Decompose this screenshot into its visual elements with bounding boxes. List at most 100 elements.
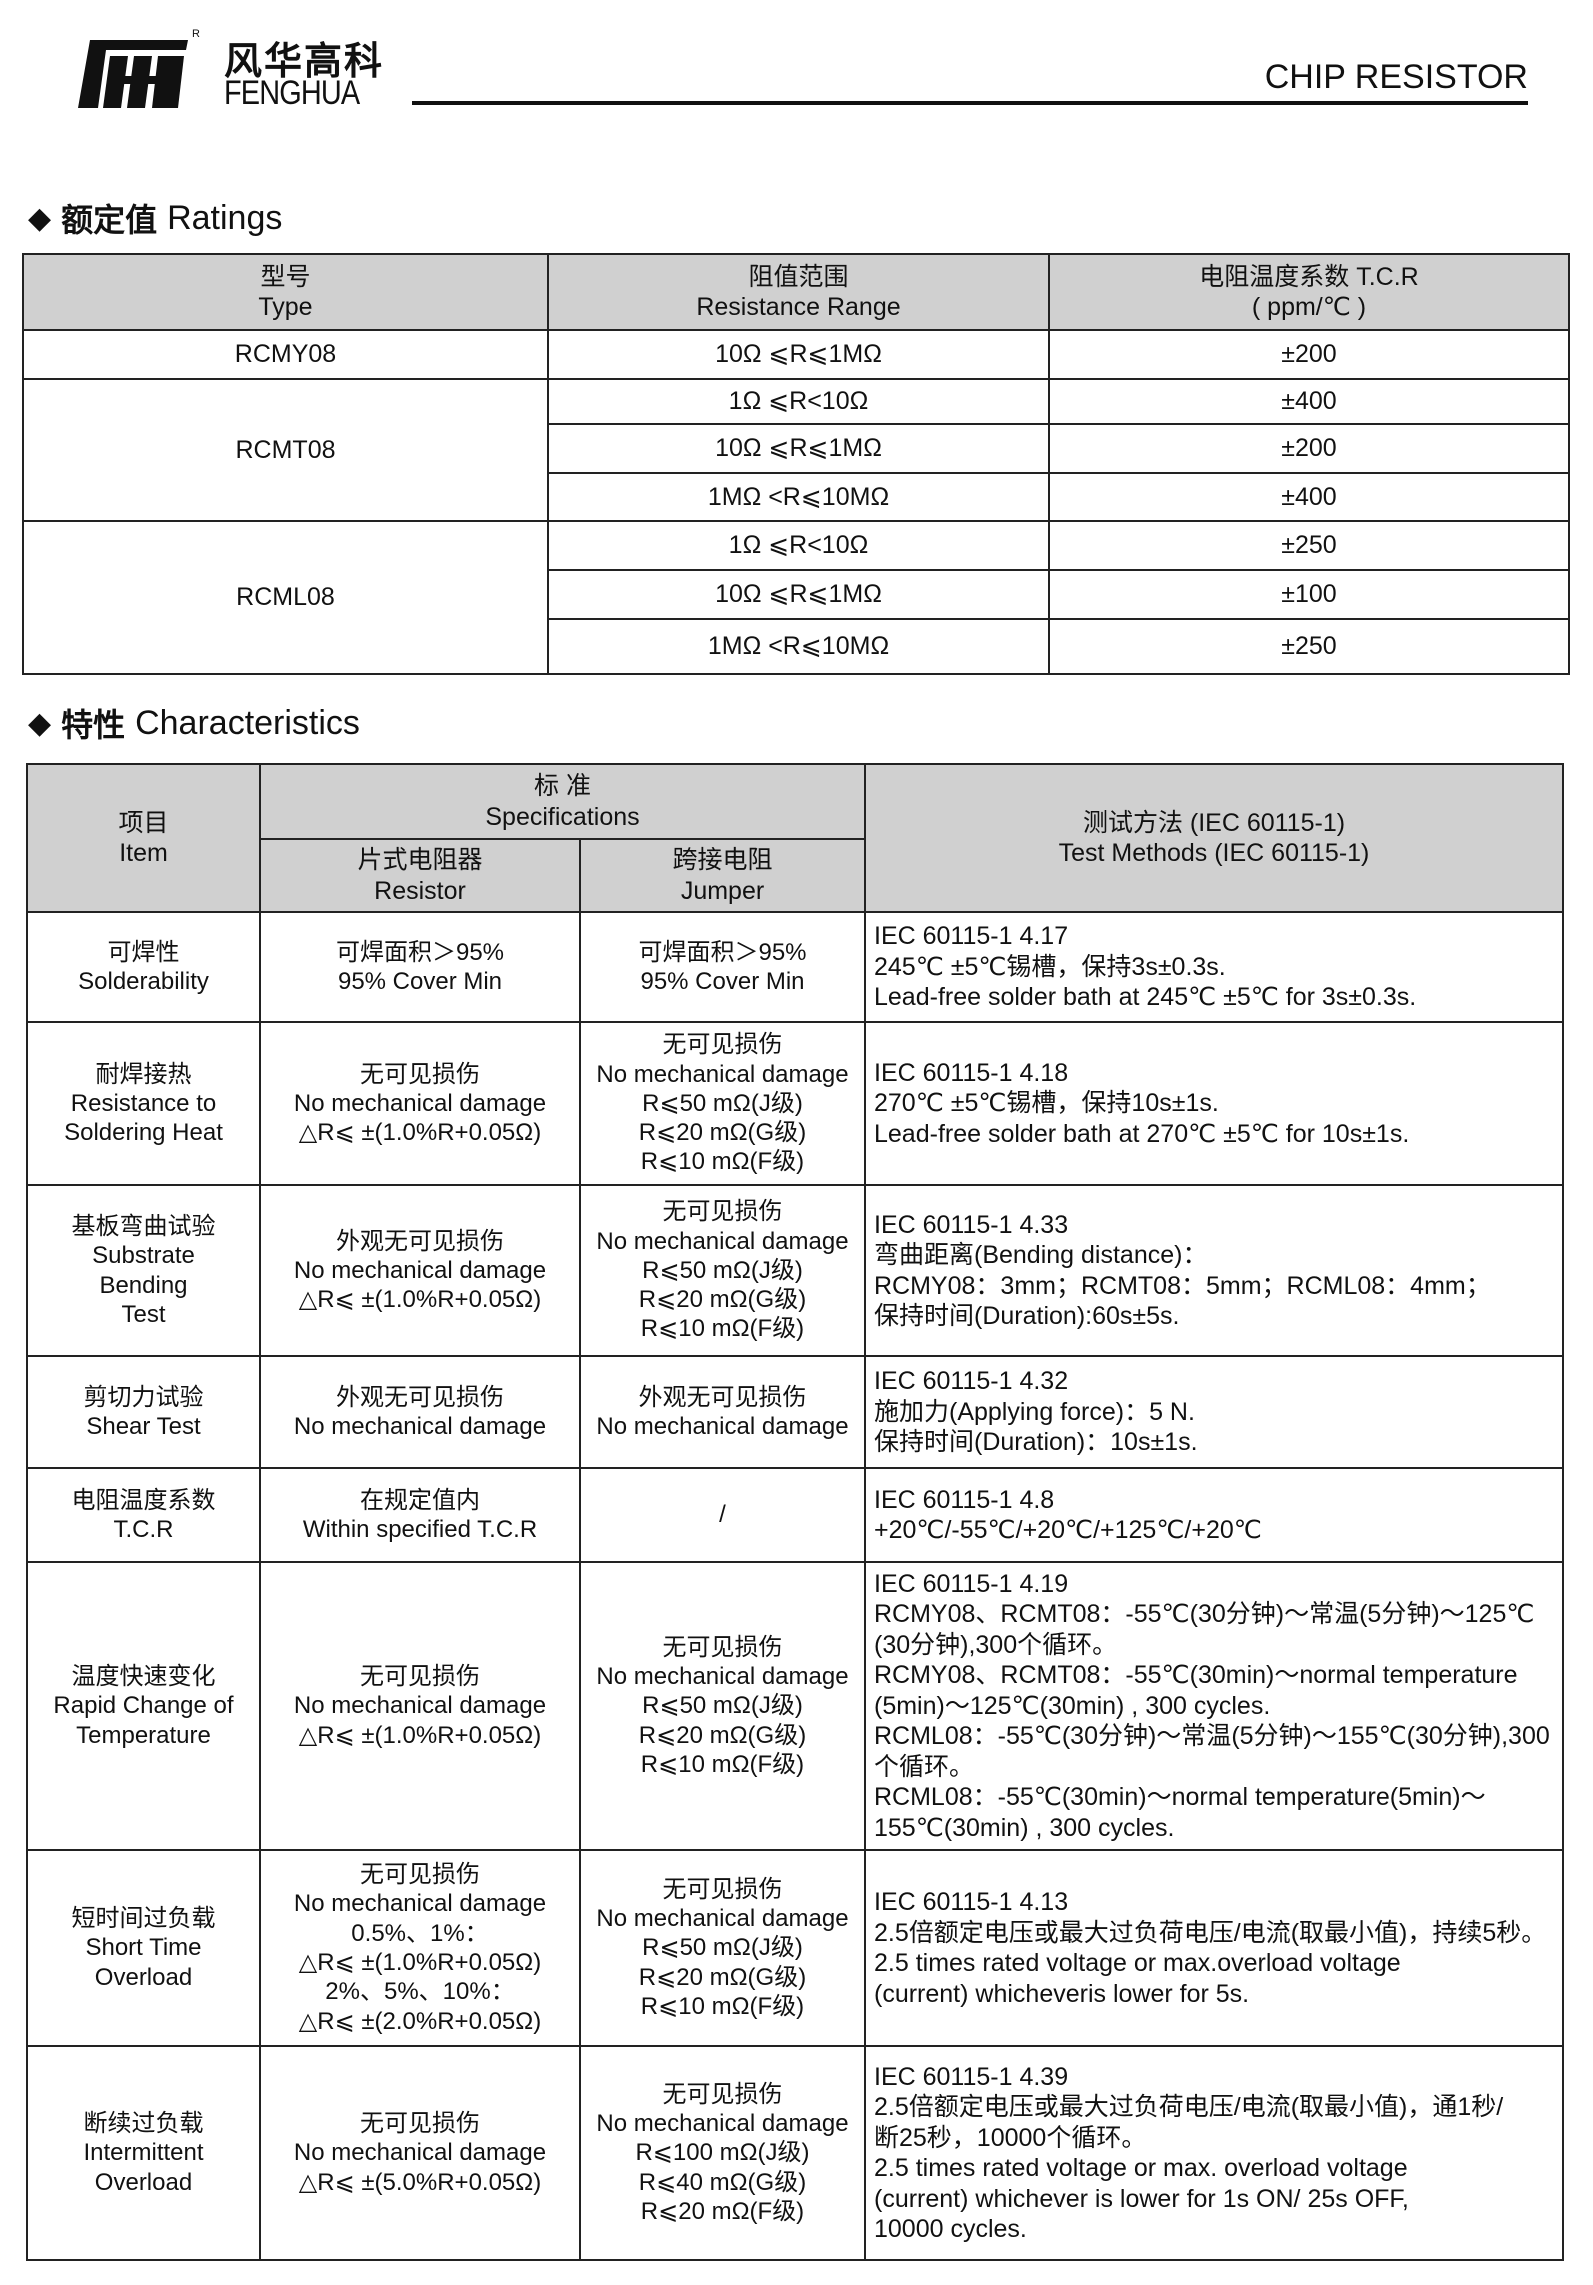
- test-method-cell-line: +20℃/-55℃/+20℃/+125℃/+20℃: [874, 1516, 1262, 1544]
- item-cell-line: Solderability: [78, 968, 209, 995]
- resistance-range-cell: 1Ω ⩽R<10Ω: [547, 378, 1050, 425]
- item-cell: 可焊性 Solderability: [26, 911, 261, 1023]
- test-method-cell-line: 保持时间(Duration)：10s±1s.: [874, 1428, 1198, 1457]
- item-cell-line: Bending: [99, 1271, 188, 1299]
- jumper-spec-cell-line: No mechanical damage: [596, 1663, 849, 1691]
- item-cell: 温度快速变化 Rapid Change of Temperature: [26, 1561, 261, 1851]
- characteristics-row: 耐焊接热 Resistance to Soldering Heat 无可见损伤 No m…: [26, 1021, 1564, 1186]
- characteristics-row: 短时间过负载 Short Time Overload 无可见损伤 No mechanic…: [26, 1849, 1564, 2047]
- resistor-header-line: 片式电阻器: [357, 846, 483, 874]
- item-cell-line: Temperature: [76, 1721, 211, 1749]
- jumper-spec-cell-line: 无可见损伤: [662, 2080, 783, 2108]
- tcr-cell: ±100: [1048, 569, 1570, 620]
- fenghua-logo: R 风华高科 FENGHUA: [76, 28, 396, 114]
- test-method-cell-line: 断25秒，10000个循环。: [874, 2123, 1147, 2152]
- characteristics-title-cn: 特性: [61, 706, 126, 744]
- ratings-column-header: 型号 Type: [22, 253, 549, 331]
- resistor-spec-cell-line: △R⩽ ±(1.0%R+0.05Ω): [298, 1119, 542, 1147]
- test-method-cell-line: (current) whicheveris lower for 5s.: [874, 1979, 1250, 2008]
- jumper-spec-cell-line: /: [719, 1501, 726, 1529]
- test-method-cell-line: IEC 60115-1 4.13: [874, 1888, 1069, 1916]
- test-method-cell-line: RCMY08：3mm；RCMT08：5mm；RCML08：4mm；: [874, 1271, 1491, 1300]
- ratings-column-header: 电阻温度系数 T.C.R( ppm/℃ ): [1048, 253, 1570, 331]
- item-cell-line: 剪切力试验: [83, 1383, 204, 1411]
- ratings-row: 1MΩ <R⩽10MΩ ±400: [23, 472, 1570, 522]
- resistance-range-cell: 1MΩ <R⩽10MΩ: [547, 472, 1050, 522]
- resistor-spec-cell-line: 2%、5%、10%：: [325, 1978, 515, 2006]
- resistor-spec-cell-line: 在规定值内: [360, 1486, 480, 1514]
- test-method-cell-line: 施加力(Applying force)：5 N.: [874, 1397, 1195, 1426]
- tcr-cell: ±250: [1048, 618, 1570, 675]
- jumper-spec-cell-line: 无可见损伤: [662, 1198, 783, 1226]
- logo-text-cn: 风华高科: [224, 39, 385, 83]
- item-header: 项目 Item: [26, 763, 261, 913]
- jumper-spec-cell: 可焊面积＞95% 95% Cover Min: [579, 911, 866, 1023]
- item-cell: 剪切力试验 Shear Test: [26, 1355, 261, 1469]
- type-cell: RCMY08: [22, 329, 549, 380]
- jumper-header-line: 跨接电阻: [672, 846, 773, 874]
- item-cell-line: Rapid Change of: [53, 1692, 234, 1720]
- jumper-spec-cell-line: R⩽20 mΩ(G级): [638, 1286, 807, 1314]
- resistor-spec-cell-line: 外观无可见损伤: [336, 1383, 504, 1411]
- jumper-spec-cell-line: R⩽20 mΩ(G级): [638, 1963, 807, 1991]
- jumper-spec-cell-line: 95% Cover Min: [640, 968, 805, 995]
- ratings-row: RCMT08 1Ω ⩽R<10Ω ±400: [22, 378, 1570, 522]
- resistor-spec-cell-line: No mechanical damage: [293, 1089, 547, 1117]
- test-method-cell: IEC 60115-1 4.17 245℃ ±5℃锡槽，保持3s±0.3s. Lea…: [864, 911, 1564, 1023]
- resistor-spec-cell-line: 无可见损伤: [360, 1663, 480, 1691]
- test-method-cell-line: RCML08：-55℃(30分钟)～常温(5分钟)～155℃(30分钟),300: [874, 1722, 1550, 1751]
- test-method-cell-line: IEC 60115-1 4.33: [874, 1210, 1069, 1239]
- test-method-cell-line: 弯曲距离(Bending distance)：: [874, 1241, 1208, 1269]
- jumper-spec-cell-line: R⩽20 mΩ(G级): [638, 1721, 807, 1749]
- jumper-spec-cell-line: R⩽50 mΩ(J级): [642, 1089, 803, 1117]
- jumper-spec-cell-line: R⩽100 mΩ(J级): [635, 2139, 810, 2167]
- column-header-en: Type: [258, 293, 313, 321]
- resistor-spec-cell-line: △R⩽ ±(1.0%R+0.05Ω): [298, 1286, 542, 1314]
- jumper-spec-cell-line: R⩽20 mΩ(F级): [640, 2197, 805, 2225]
- test-method-cell-line: 10000 cycles.: [874, 2215, 1027, 2243]
- item-cell-line: Soldering Heat: [64, 1119, 223, 1147]
- item-cell-line: 基板弯曲试验: [71, 1212, 216, 1240]
- characteristics-row: 电阻温度系数 T.C.R 在规定值内 Within specified T.C.R / I…: [26, 1467, 1564, 1563]
- item-header-line: 项目: [118, 808, 169, 837]
- jumper-spec-cell-line: R⩽50 mΩ(J级): [642, 1934, 803, 1962]
- jumper-spec-cell-line: No mechanical damage: [596, 1227, 849, 1255]
- ratings-row: 1MΩ <R⩽10MΩ ±250: [23, 618, 1570, 675]
- item-cell-line: 温度快速变化: [71, 1663, 216, 1691]
- ratings-section-title: ◆ 额定值 Ratings: [28, 195, 282, 241]
- resistor-spec-cell-line: No mechanical damage: [293, 1692, 547, 1720]
- jumper-header: 跨接电阻 Jumper: [579, 838, 866, 913]
- item-cell-line: T.C.R: [113, 1516, 174, 1543]
- test-method-cell-line: RCMY08、RCMT08：-55℃(30分钟)～常温(5分钟)～125℃: [874, 1600, 1535, 1629]
- characteristics-row: 基板弯曲试验 Substrate Bending Test 外观无可见损伤 No mech…: [26, 1184, 1564, 1357]
- jumper-spec-cell-line: R⩽40 mΩ(G级): [638, 2168, 807, 2196]
- test-method-cell: IEC 60115-1 4.13 2.5倍额定电压或最大过负荷电压/电流(取最小值…: [864, 1849, 1564, 2047]
- diamond-bullet-icon: ◆: [28, 201, 52, 235]
- test-method-cell-line: Lead-free solder bath at 270℃ ±5℃ for 10…: [874, 1119, 1410, 1148]
- test-method-cell-line: 2.5 times rated voltage or max. overload…: [874, 2154, 1408, 2182]
- jumper-spec-cell-line: No mechanical damage: [596, 1060, 849, 1088]
- test-method-cell-line: IEC 60115-1 4.39: [874, 2062, 1069, 2091]
- test-method-cell-line: IEC 60115-1 4.19: [874, 1569, 1069, 1598]
- item-cell-line: Overload: [94, 1963, 193, 1991]
- item-cell-line: 耐焊接热: [95, 1060, 192, 1088]
- test-method-cell: IEC 60115-1 4.32 施加力(Applying force)：5 N.…: [864, 1355, 1564, 1469]
- item-cell: 电阻温度系数 T.C.R: [26, 1467, 261, 1563]
- item-cell-line: Short Time: [85, 1934, 202, 1962]
- resistor-spec-cell-line: No mechanical damage: [293, 2139, 547, 2167]
- resistor-spec-cell-line: 可焊面积＞95%: [335, 938, 505, 966]
- resistor-spec-cell: 无可见损伤 No mechanical damage △R⩽ ±(5.0%R+0.0…: [259, 2045, 581, 2261]
- column-header-cn: 电阻温度系数 T.C.R: [1199, 262, 1419, 291]
- resistor-spec-cell: 可焊面积＞95% 95% Cover Min: [259, 911, 581, 1023]
- test-method-cell-line: Lead-free solder bath at 245℃ ±5℃ for 3s…: [874, 983, 1417, 1012]
- jumper-spec-cell: 无可见损伤 No mechanical damage R⩽50 mΩ(J级) R⩽20…: [579, 1561, 866, 1851]
- test-method-cell-line: 270℃ ±5℃锡槽，保持10s±1s.: [874, 1089, 1219, 1118]
- item-cell-line: Overload: [94, 2168, 193, 2196]
- test-method-cell-line: 2.5倍额定电压或最大过负荷电压/电流(取最小值)，通1秒/: [874, 2093, 1504, 2121]
- resistor-spec-cell-line: △R⩽ ±(1.0%R+0.05Ω): [298, 1721, 542, 1749]
- jumper-spec-cell-line: 外观无可见损伤: [638, 1383, 807, 1411]
- column-header-en: ( ppm/℃ ): [1251, 293, 1367, 321]
- ratings-title-en: Ratings: [167, 198, 283, 237]
- logo-text-en: FENGHUA: [224, 74, 360, 112]
